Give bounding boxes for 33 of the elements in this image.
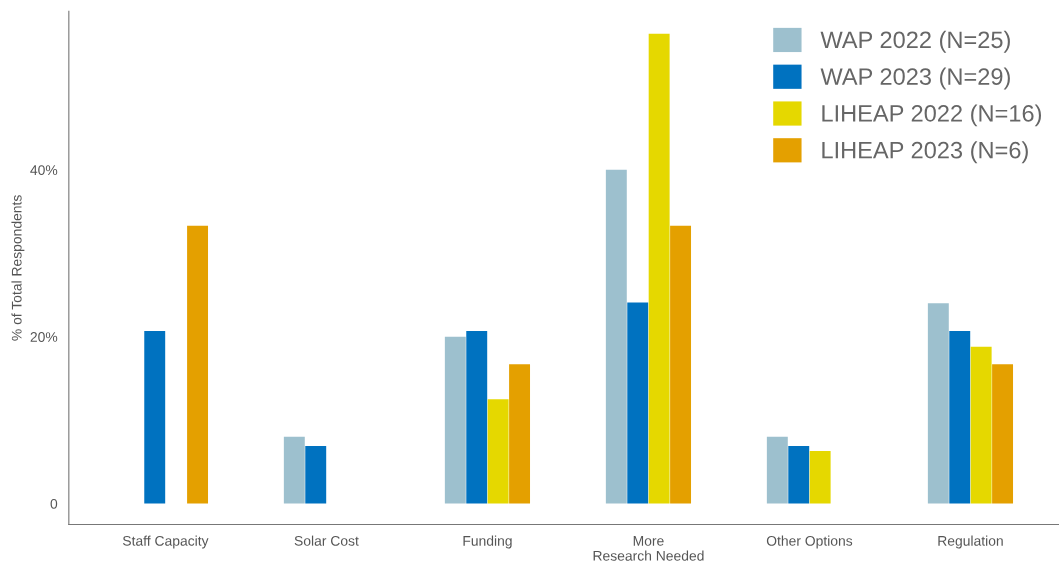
bar <box>809 451 831 504</box>
x-tick-label: Other Options <box>766 535 853 549</box>
x-tick-label: Funding <box>463 535 512 549</box>
bar <box>927 303 949 504</box>
bar <box>970 346 992 504</box>
bar <box>283 436 305 504</box>
bar <box>605 169 627 504</box>
legend-label: WAP 2023 (N=29) <box>820 67 1010 90</box>
bar <box>444 336 466 504</box>
bar <box>187 225 209 504</box>
bar <box>305 446 327 504</box>
bar <box>466 330 488 504</box>
x-tick-label: Solar Cost <box>294 535 359 546</box>
legend-label: LIHEAP 2022 (N=16) <box>822 104 1042 127</box>
x-tick-label: More Research Needed <box>593 536 704 561</box>
y-tick-label: 40% <box>30 165 58 176</box>
y-tick-label: 20% <box>30 332 58 342</box>
bar <box>992 364 1014 504</box>
bar <box>509 364 531 504</box>
bar <box>648 33 670 504</box>
y-axis-title: % of Total Respondents <box>11 195 25 341</box>
bar <box>144 330 166 504</box>
x-tick-label: Staff Capacity <box>122 535 209 549</box>
x-tick-label: Regulation <box>938 535 1003 549</box>
bar <box>670 225 692 504</box>
bar <box>627 302 649 504</box>
bar <box>949 330 971 504</box>
y-tick-label: 0 <box>50 498 58 509</box>
legend-label: LIHEAP 2023 (N=6) <box>822 141 1028 164</box>
bar <box>766 436 788 504</box>
bar <box>788 446 810 504</box>
bar <box>487 399 509 504</box>
legend-label: WAP 2022 (N=25) <box>820 30 1010 53</box>
